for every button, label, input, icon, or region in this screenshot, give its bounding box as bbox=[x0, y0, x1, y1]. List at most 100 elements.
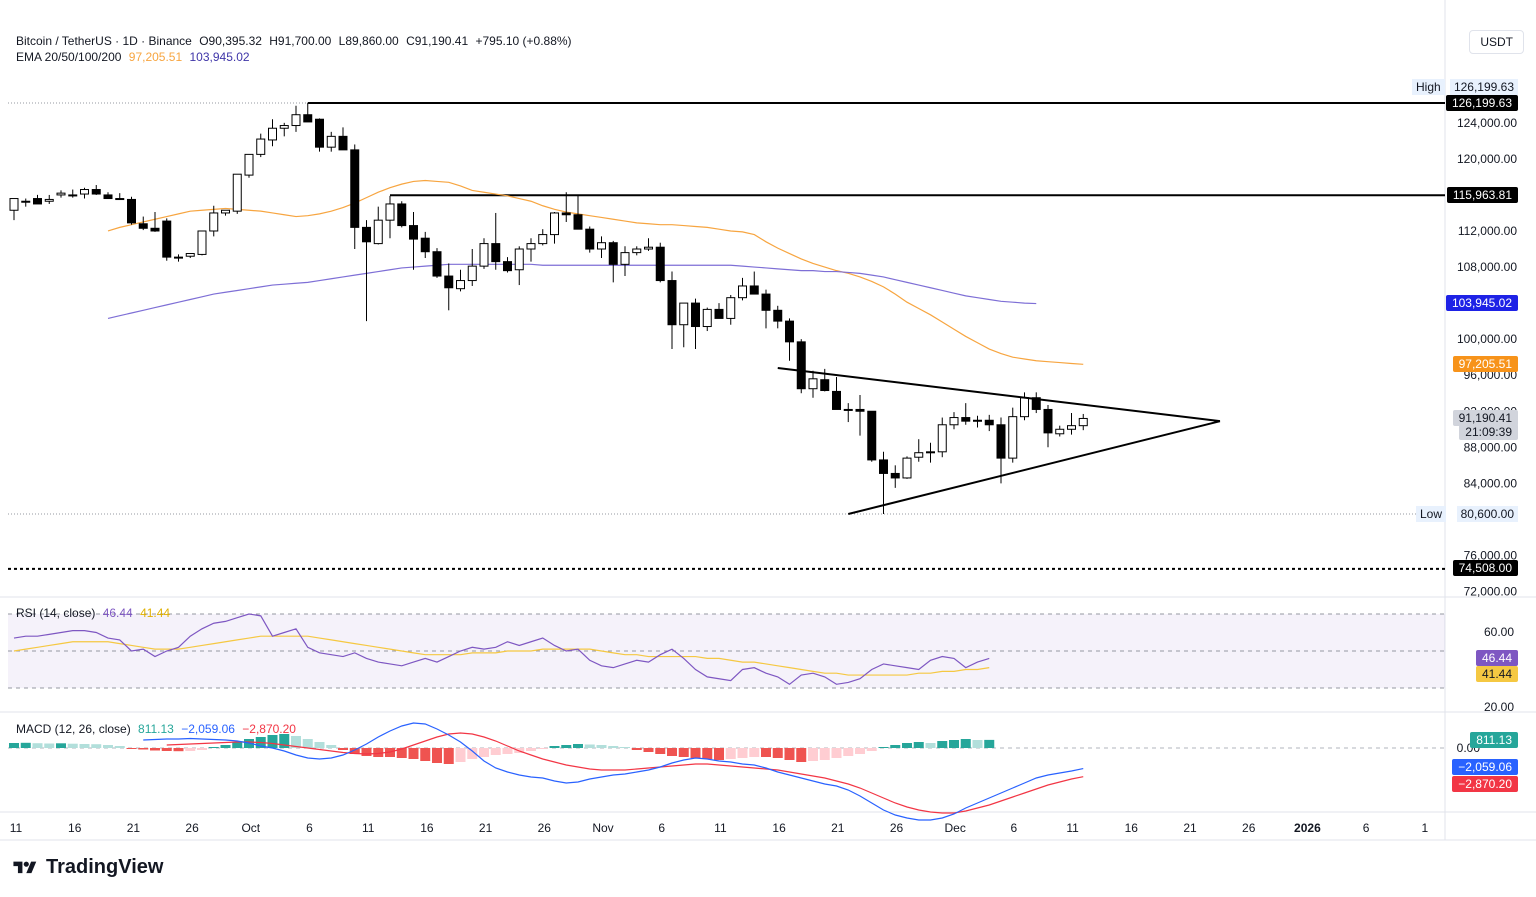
candle-body bbox=[44, 198, 54, 202]
macd-hist-bar bbox=[596, 745, 607, 748]
macd-hist-bar bbox=[220, 745, 231, 748]
candle-body bbox=[1067, 425, 1076, 430]
rsi-tick-label: 20.00 bbox=[1484, 700, 1514, 714]
macd-hist-bar bbox=[502, 748, 513, 754]
macd-signal-line bbox=[166, 732, 1084, 814]
candle-body bbox=[420, 237, 430, 253]
macd-hist-bar bbox=[361, 748, 372, 756]
candle-body bbox=[326, 135, 336, 148]
macd-hist-bar bbox=[138, 748, 149, 750]
macd-hist-bar bbox=[79, 744, 90, 748]
candle-body bbox=[679, 302, 689, 326]
candle-body bbox=[491, 243, 501, 263]
time-tick-label: 11 bbox=[10, 821, 23, 835]
macd-hist-bar bbox=[56, 743, 66, 748]
macd-hist-bar bbox=[9, 743, 19, 748]
candle-body bbox=[456, 280, 465, 290]
candle-body bbox=[127, 198, 136, 224]
candle-body bbox=[984, 419, 994, 426]
macd-hist-bar bbox=[678, 748, 689, 757]
candle-body bbox=[937, 424, 947, 453]
candle-body bbox=[808, 378, 818, 390]
price-tick-label: 84,000.00 bbox=[1464, 476, 1518, 490]
macd-hist-bar bbox=[584, 744, 595, 748]
tradingview-logo[interactable]: TradingView bbox=[10, 856, 163, 879]
time-tick-label: 2026 bbox=[1294, 821, 1321, 835]
ema-legend[interactable]: EMA 20/50/100/200 97,205.51 103,945.02 bbox=[16, 50, 254, 64]
macd-hist-bar bbox=[396, 748, 407, 758]
candle-body bbox=[503, 261, 512, 272]
macd-hist-bar bbox=[197, 748, 207, 750]
time-tick-label: 26 bbox=[890, 821, 904, 835]
candle-body bbox=[996, 424, 1006, 459]
macd-hist-bar bbox=[796, 748, 807, 762]
macd-hist-bar bbox=[913, 742, 924, 748]
macd-hist-bar bbox=[549, 746, 560, 748]
candle-body bbox=[362, 226, 371, 243]
candle-body bbox=[597, 242, 606, 250]
low-value: 80,600.00 bbox=[1456, 506, 1518, 522]
macd-hist-bar bbox=[537, 748, 548, 749]
time-tick-label: 26 bbox=[1242, 821, 1256, 835]
price-change: +795.10 (+0.88%) bbox=[475, 34, 572, 48]
candle-body bbox=[749, 285, 759, 295]
macd-hist-bar bbox=[44, 743, 55, 748]
candle-body bbox=[385, 203, 395, 221]
macd-hist-bar bbox=[490, 748, 501, 755]
macd-hist-bar bbox=[279, 734, 290, 748]
candle-body bbox=[855, 408, 865, 412]
currency-selector[interactable]: USDT bbox=[1469, 30, 1524, 54]
macd-hist-bar bbox=[761, 748, 771, 757]
macd-hist-bar bbox=[866, 748, 877, 751]
time-tick-label: 6 bbox=[1011, 821, 1018, 835]
rsi-ma-line bbox=[13, 635, 990, 676]
price-tick-label: 120,000.00 bbox=[1457, 152, 1517, 166]
candle-body bbox=[91, 189, 101, 195]
macd-hist-bar bbox=[455, 748, 466, 762]
triangle-upper-trendline bbox=[777, 366, 1221, 423]
candle-body bbox=[902, 457, 912, 479]
time-tick-label: 6 bbox=[1363, 821, 1370, 835]
candle-body bbox=[303, 114, 313, 123]
macd-hist-bar bbox=[714, 748, 724, 760]
macd-hist-bar bbox=[126, 748, 137, 749]
rsi-line bbox=[13, 613, 990, 686]
candle-body bbox=[820, 379, 830, 392]
time-tick-label: 6 bbox=[658, 821, 665, 835]
ema-label: EMA 20/50/100/200 bbox=[16, 50, 122, 64]
macd-hist-bar bbox=[408, 748, 419, 759]
candle-body bbox=[961, 417, 971, 422]
candle-body bbox=[632, 248, 642, 254]
candle-body bbox=[56, 192, 66, 196]
macd-hist-bar bbox=[702, 748, 713, 759]
time-tick-label: 6 bbox=[306, 821, 313, 835]
candle-body bbox=[432, 251, 442, 277]
rsi-legend[interactable]: RSI (14, close) 46.44 41.44 bbox=[16, 606, 174, 620]
candle-body bbox=[550, 212, 559, 236]
low-label: Low bbox=[1416, 506, 1447, 522]
candle-body bbox=[350, 149, 360, 228]
candle-body bbox=[726, 297, 736, 319]
candle-body bbox=[444, 275, 454, 289]
macd-hist-bar bbox=[655, 748, 666, 754]
macd-hist-bar bbox=[20, 742, 31, 748]
time-tick-label: 16 bbox=[1125, 821, 1139, 835]
macd-hist-bar bbox=[737, 748, 748, 758]
candle-body bbox=[279, 125, 289, 129]
candle-body bbox=[644, 246, 653, 250]
macd-hist-bar bbox=[772, 748, 783, 758]
macd-hist-bar bbox=[984, 739, 995, 748]
macd-hist-bar bbox=[314, 742, 325, 748]
macd-signal-tag: −2,870.20 bbox=[1452, 776, 1518, 792]
candle-body bbox=[174, 256, 183, 259]
price-tick-label: 124,000.00 bbox=[1457, 116, 1517, 130]
time-tick-label: Nov bbox=[592, 821, 613, 835]
candle-body bbox=[926, 451, 935, 454]
level-tag-74k: 74,508.00 bbox=[1452, 560, 1518, 576]
macd-hist-bar bbox=[161, 748, 172, 751]
macd-legend[interactable]: MACD (12, 26, close) 811.13 −2,059.06 −2… bbox=[16, 722, 300, 736]
ohlc-open: O90,395.32 bbox=[199, 34, 262, 48]
macd-hist-bar bbox=[690, 748, 701, 758]
